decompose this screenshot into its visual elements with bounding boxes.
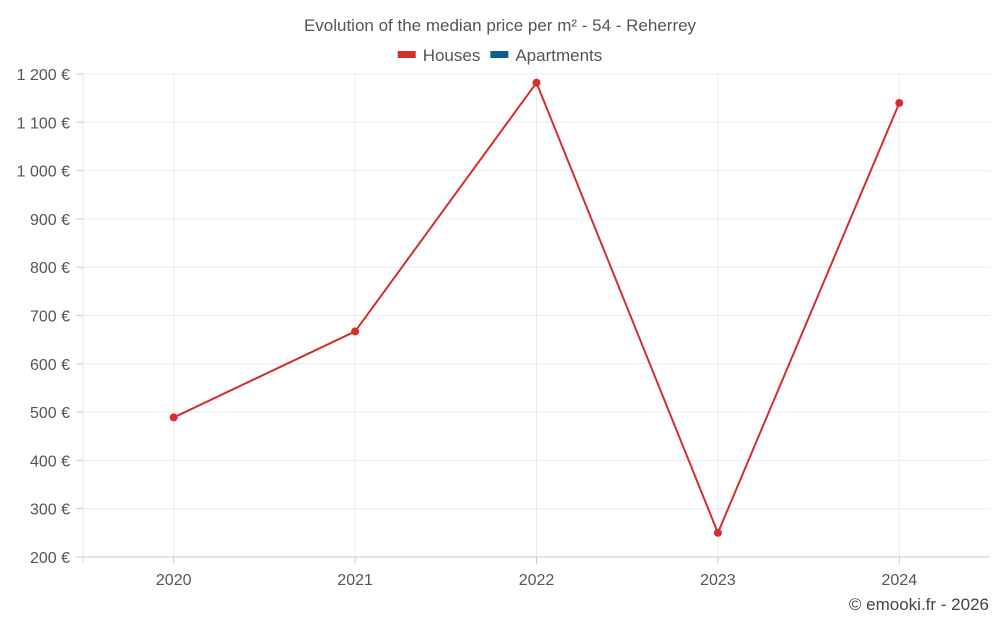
legend-item-houses[interactable]: Houses xyxy=(397,46,481,65)
y-tick-label: 500 € xyxy=(30,405,70,422)
grid xyxy=(83,73,990,558)
x-axis: 2020 2021 2022 2023 2024 xyxy=(83,556,990,589)
legend-item-apartments[interactable]: Apartments xyxy=(490,46,602,65)
legend: Houses Apartments xyxy=(397,46,602,65)
x-tick-label: 2020 xyxy=(156,572,192,589)
x-tick-label: 2024 xyxy=(882,572,918,589)
legend-label: Apartments xyxy=(515,46,602,65)
y-axis: 200 € 300 € 400 € 500 € 600 € 700 € 800 € 900 €… xyxy=(17,67,84,567)
data-point-houses[interactable] xyxy=(169,413,178,422)
x-tick-label: 2023 xyxy=(700,572,736,589)
y-tick-label: 1 100 € xyxy=(17,115,70,132)
y-tick-label: 800 € xyxy=(30,260,70,277)
chart-title: Evolution of the median price per m² - 5… xyxy=(304,16,697,35)
y-tick-label: 600 € xyxy=(30,357,70,374)
data-point-houses[interactable] xyxy=(532,78,541,87)
data-point-houses[interactable] xyxy=(713,528,722,537)
y-tick-label: 200 € xyxy=(30,550,70,567)
y-tick-label: 700 € xyxy=(30,309,70,326)
x-tick-label: 2021 xyxy=(337,572,373,589)
series-layer xyxy=(169,78,904,537)
y-tick-label: 1 000 € xyxy=(17,164,70,181)
y-tick-label: 400 € xyxy=(30,453,70,470)
data-point-houses[interactable] xyxy=(895,98,904,107)
data-point-houses[interactable] xyxy=(351,327,360,336)
legend-swatch xyxy=(490,51,509,58)
y-tick-label: 1 200 € xyxy=(17,67,70,84)
credit-text: © emooki.fr - 2026 xyxy=(849,595,989,614)
y-tick-label: 900 € xyxy=(30,212,70,229)
legend-label: Houses xyxy=(423,46,481,65)
y-tick-label: 300 € xyxy=(30,502,70,519)
legend-swatch xyxy=(397,51,416,58)
x-tick-label: 2022 xyxy=(519,572,555,589)
